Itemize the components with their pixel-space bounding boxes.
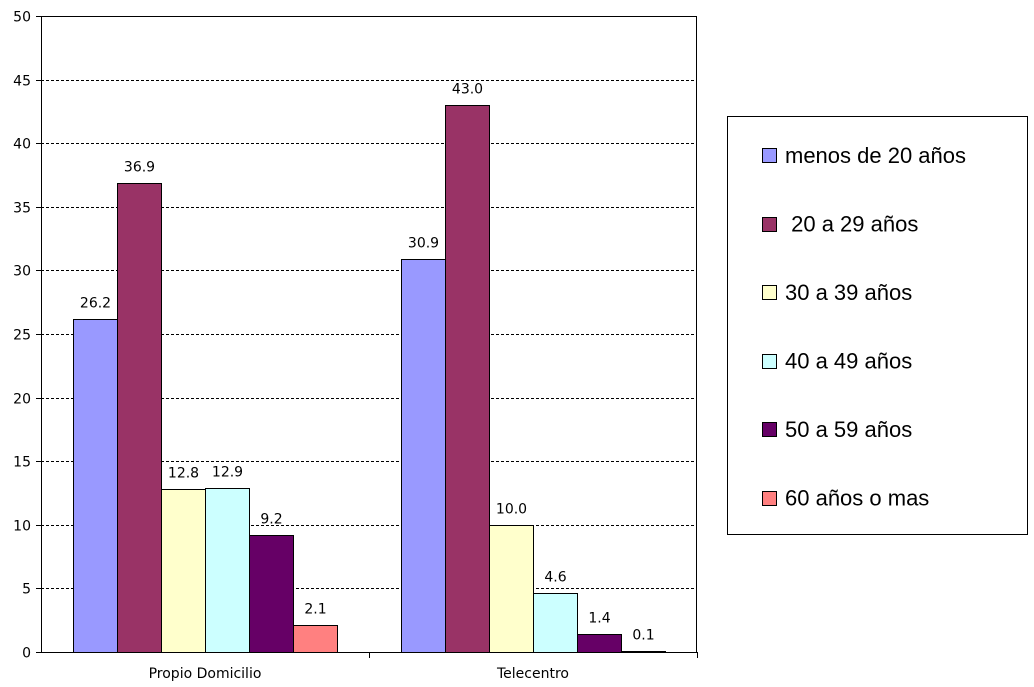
legend-label: 60 años o mas [785, 486, 929, 511]
legend-swatch-40-a-49-a-os [762, 354, 777, 369]
data-label: 0.1 [632, 628, 654, 644]
y-tick-label: 15 [13, 455, 31, 471]
x-category-label: Propio Domicilio [149, 666, 262, 682]
data-label: 12.9 [212, 465, 243, 481]
bar-propio-domicilio-20-a-29-a-os [117, 183, 162, 653]
y-tick-label: 25 [13, 328, 31, 344]
bar-propio-domicilio-60-a-os-o-mas [293, 625, 338, 653]
legend-label: 20 a 29 años [785, 212, 918, 237]
data-label: 12.8 [168, 466, 199, 482]
bar-telecentro-menos-de-20-a-os [401, 259, 446, 653]
y-tick-label: 20 [13, 392, 31, 408]
bar-propio-domicilio-40-a-49-a-os [205, 488, 250, 653]
data-label: 30.9 [408, 236, 439, 252]
y-tick-label: 45 [13, 74, 31, 90]
bar-telecentro-50-a-59-a-os [577, 634, 622, 653]
data-label: 36.9 [124, 160, 155, 176]
legend-swatch-50-a-59-a-os [762, 422, 777, 437]
x-category-label: Telecentro [496, 666, 569, 682]
y-tick-label: 40 [13, 137, 31, 153]
legend-label: 40 a 49 años [785, 349, 912, 374]
legend-swatch-60-a-os-o-mas [762, 491, 777, 506]
data-label: 26.2 [80, 296, 111, 312]
data-label: 2.1 [304, 602, 326, 618]
y-tick-label: 30 [13, 264, 31, 280]
legend-swatch-30-a-39-a-os [762, 285, 777, 300]
bar-propio-domicilio-menos-de-20-a-os [73, 319, 118, 653]
bar-telecentro-20-a-29-a-os [445, 105, 490, 653]
y-tick-label: 35 [13, 201, 31, 217]
y-tick-label: 5 [22, 582, 31, 598]
legend-label: 50 a 59 años [785, 417, 912, 442]
y-tick-label: 10 [13, 519, 31, 535]
y-tick-label: 50 [13, 10, 31, 26]
bars [73, 105, 666, 653]
data-label: 1.4 [588, 611, 610, 627]
y-tick-label: 0 [22, 646, 31, 662]
bar-telecentro-40-a-49-a-os [533, 593, 578, 653]
legend-label: 30 a 39 años [785, 280, 912, 305]
legend-swatch-20-a-29-a-os [762, 217, 777, 232]
x-category-labels: Propio Domicilio Telecentro [149, 666, 569, 682]
bar-propio-domicilio-50-a-59-a-os [249, 535, 294, 653]
data-label: 10.0 [496, 502, 527, 518]
data-label: 9.2 [260, 512, 282, 528]
bar-telecentro-30-a-39-a-os [489, 525, 534, 653]
axes [36, 16, 698, 658]
bar-propio-domicilio-30-a-39-a-os [161, 489, 206, 653]
data-label: 43.0 [452, 82, 483, 98]
data-label: 4.6 [544, 570, 566, 586]
legend-label: menos de 20 años [785, 143, 966, 168]
y-tick-labels: 0 5 10 15 20 25 30 35 40 45 50 [13, 10, 31, 662]
legend-box [727, 116, 1028, 535]
data-labels: 26.2 36.9 12.8 12.9 9.2 2.1 30.9 43.0 10.0 4.6 1.4… [80, 82, 655, 644]
legend: menos de 20 años 20 a 29 años 30 a 39 año… [727, 116, 1028, 535]
legend-swatch-menos-de-20-a-os [762, 148, 777, 163]
